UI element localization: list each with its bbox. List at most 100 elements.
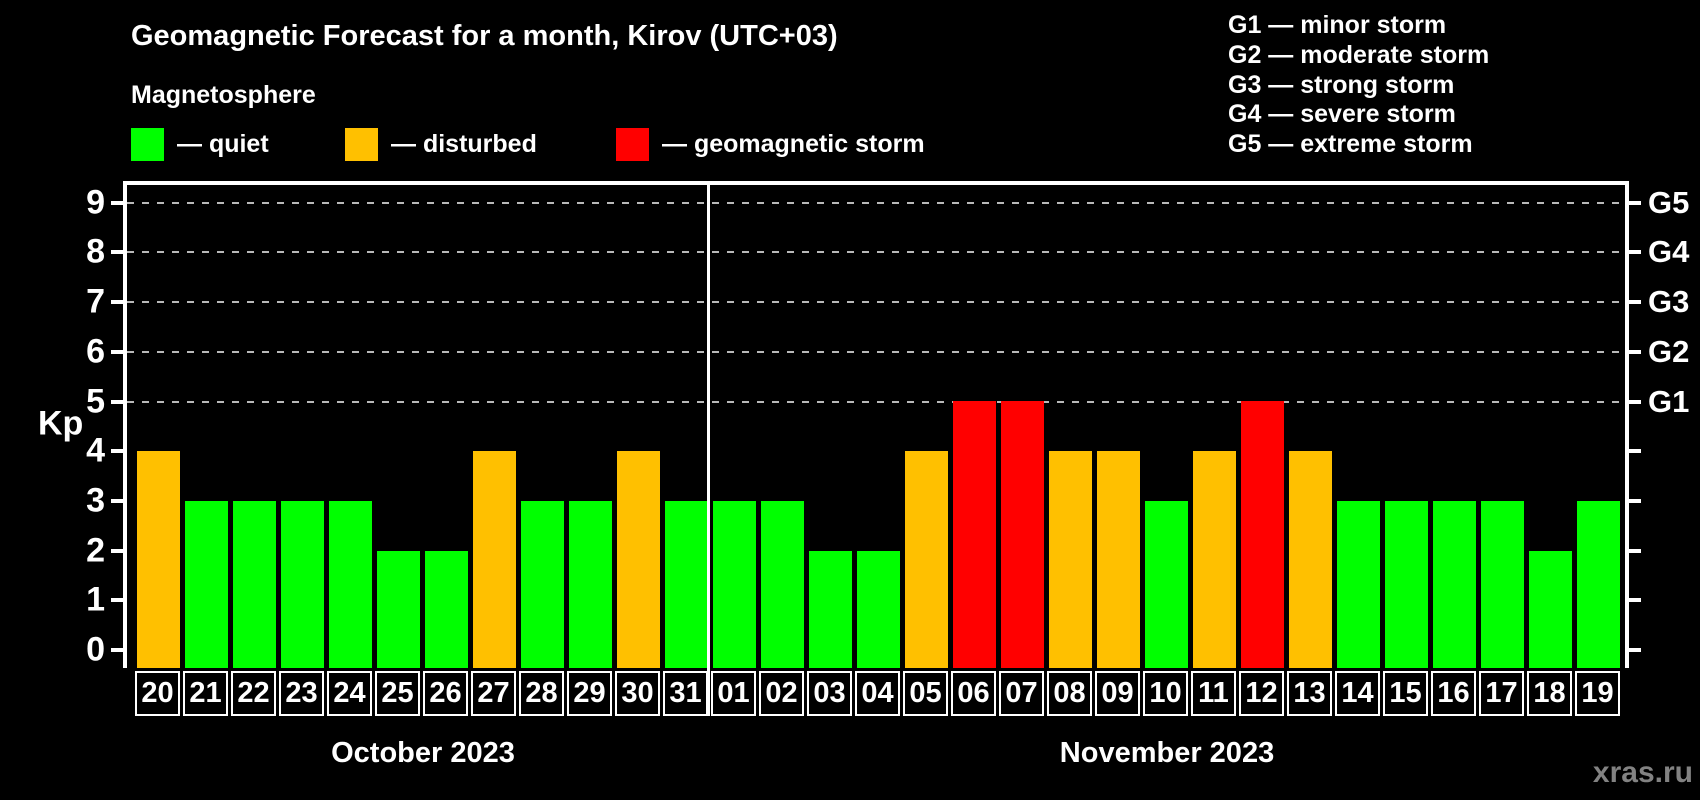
- left-tick-1: [111, 598, 123, 603]
- bar-nov-13: [1289, 451, 1332, 668]
- bar-nov-07: [1001, 401, 1044, 668]
- right-tick-8: [1629, 250, 1641, 255]
- day-label-nov-02: 02: [759, 671, 804, 716]
- day-label-nov-09: 09: [1095, 671, 1140, 716]
- g-scale-label-G2: G2: [1648, 333, 1690, 369]
- legend-swatch-quiet: [131, 128, 164, 161]
- bar-nov-16: [1433, 501, 1476, 668]
- g-scale-label-G3: G3: [1648, 284, 1690, 320]
- day-label-nov-15: 15: [1383, 671, 1428, 716]
- bar-oct-22: [233, 501, 276, 668]
- bar-oct-28: [521, 501, 564, 668]
- day-label-nov-18: 18: [1527, 671, 1572, 716]
- bar-oct-20: [137, 451, 180, 668]
- day-label-nov-01: 01: [711, 671, 756, 716]
- right-tick-5: [1629, 399, 1641, 404]
- left-tick-6: [111, 349, 123, 354]
- day-label-oct-25: 25: [375, 671, 420, 716]
- day-label-oct-24: 24: [327, 671, 372, 716]
- day-label-oct-22: 22: [231, 671, 276, 716]
- day-label-oct-30: 30: [615, 671, 660, 716]
- month-divider-line: [707, 181, 710, 716]
- legend-swatch-storm: [616, 128, 649, 161]
- bar-nov-04: [857, 551, 900, 668]
- y-tick-label-9: 9: [86, 183, 105, 222]
- right-tick-2: [1629, 548, 1641, 553]
- gridline-kp-5: [127, 400, 1625, 403]
- bar-nov-10: [1145, 501, 1188, 668]
- left-tick-9: [111, 200, 123, 205]
- y-axis-line-left: [123, 181, 127, 668]
- bar-nov-08: [1049, 451, 1092, 668]
- gridline-kp-8: [127, 251, 1625, 254]
- bar-oct-27: [473, 451, 516, 668]
- day-label-nov-13: 13: [1287, 671, 1332, 716]
- g-scale-label-G5: G5: [1648, 184, 1690, 220]
- g-legend-line-1: G1 — minor storm: [1228, 11, 1447, 39]
- right-tick-0: [1629, 648, 1641, 652]
- gridline-kp-7: [127, 301, 1625, 304]
- legend-label-quiet: — quiet: [177, 130, 269, 158]
- page-title: Geomagnetic Forecast for a month, Kirov …: [131, 20, 838, 52]
- bar-nov-11: [1193, 451, 1236, 668]
- bar-oct-21: [185, 501, 228, 668]
- bar-nov-05: [905, 451, 948, 668]
- y-tick-label-6: 6: [86, 332, 105, 371]
- y-tick-label-1: 1: [86, 580, 105, 619]
- y-tick-label-0: 0: [86, 630, 105, 669]
- bar-nov-06: [953, 401, 996, 668]
- day-label-oct-29: 29: [567, 671, 612, 716]
- right-tick-7: [1629, 300, 1641, 305]
- month-label-oct: October 2023: [331, 737, 515, 769]
- watermark: xras.ru: [1592, 756, 1693, 789]
- left-tick-2: [111, 548, 123, 553]
- day-label-nov-08: 08: [1047, 671, 1092, 716]
- day-label-nov-05: 05: [903, 671, 948, 716]
- left-tick-0: [111, 648, 123, 652]
- left-tick-5: [111, 399, 123, 404]
- day-label-oct-27: 27: [471, 671, 516, 716]
- bar-oct-24: [329, 501, 372, 668]
- g-scale-label-G1: G1: [1648, 383, 1690, 419]
- y-axis-title: Kp: [38, 404, 84, 443]
- day-label-oct-31: 31: [663, 671, 708, 716]
- day-label-oct-20: 20: [135, 671, 180, 716]
- day-label-oct-21: 21: [183, 671, 228, 716]
- bar-nov-09: [1097, 451, 1140, 668]
- day-label-nov-06: 06: [951, 671, 996, 716]
- day-label-nov-07: 07: [999, 671, 1044, 716]
- gridline-kp-9: [127, 201, 1625, 204]
- g-legend-line-5: G5 — extreme storm: [1228, 130, 1473, 159]
- g-legend-line-3: G3 — strong storm: [1228, 70, 1455, 99]
- left-tick-8: [111, 250, 123, 255]
- day-label-nov-19: 19: [1575, 671, 1620, 716]
- bar-nov-01: [713, 501, 756, 668]
- legend-label-storm: — geomagnetic storm: [662, 130, 925, 158]
- legend-swatch-disturbed: [345, 128, 378, 161]
- day-label-nov-17: 17: [1479, 671, 1524, 716]
- day-label-oct-26: 26: [423, 671, 468, 716]
- plot-area: [127, 185, 1625, 668]
- y-tick-label-2: 2: [86, 531, 105, 570]
- bar-nov-17: [1481, 501, 1524, 668]
- y-tick-label-4: 4: [86, 431, 105, 470]
- day-label-nov-12: 12: [1239, 671, 1284, 716]
- right-tick-4: [1629, 449, 1641, 454]
- bar-nov-02: [761, 501, 804, 668]
- day-label-nov-10: 10: [1143, 671, 1188, 716]
- legend-item-disturbed: — disturbed: [345, 126, 537, 163]
- g-legend-line-2: G2 — moderate storm: [1228, 40, 1490, 69]
- g-legend-line-4: G4 — severe storm: [1228, 100, 1456, 129]
- g-scale-legend: G1 — minor storm G2 — moderate storm G3 — …: [1228, 11, 1489, 160]
- bar-oct-25: [377, 551, 420, 668]
- day-label-nov-11: 11: [1191, 671, 1236, 716]
- g-scale-label-G4: G4: [1648, 234, 1690, 270]
- bar-oct-31: [665, 501, 708, 668]
- y-tick-label-8: 8: [86, 232, 105, 271]
- magnetosphere-label: Magnetosphere: [131, 81, 316, 109]
- y-axis-line-right: [1625, 181, 1629, 668]
- legend-item-quiet: — quiet: [131, 126, 269, 163]
- day-label-nov-14: 14: [1335, 671, 1380, 716]
- left-tick-7: [111, 300, 123, 305]
